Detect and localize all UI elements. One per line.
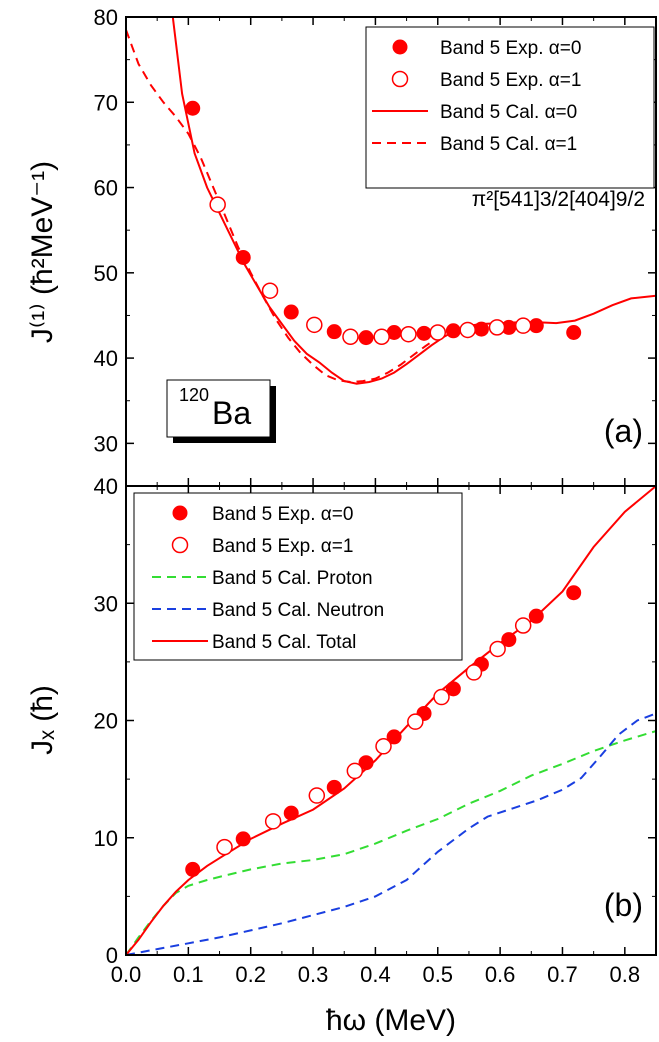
xtick-label: 0.1 bbox=[173, 962, 204, 987]
a-series-band-5-exp-1-point bbox=[306, 316, 323, 334]
nucleus-label: 120 Ba bbox=[166, 379, 276, 443]
a-legend-band-5-exp-0-label: Band 5 Exp. α=0 bbox=[440, 38, 581, 59]
xtick-label: 0.7 bbox=[547, 962, 578, 987]
b-series-band-5-exp-0-point bbox=[386, 729, 402, 745]
panel-a-legend: Band 5 Exp. α=0 Band 5 Exp. α=1 Band 5 Cal… bbox=[365, 26, 655, 189]
a-series-band-5-exp-0-point bbox=[358, 330, 374, 346]
a-ytick-label: 70 bbox=[94, 90, 118, 115]
xtick-label: 0.0 bbox=[111, 962, 142, 987]
b-series-band-5-cal-neutron-line bbox=[125, 712, 657, 956]
a-series-band-5-exp-1-point bbox=[209, 196, 226, 213]
xtick-label: 0.4 bbox=[360, 962, 391, 987]
xtick-label: 0.2 bbox=[235, 962, 266, 987]
xtick-label: 0.6 bbox=[485, 962, 516, 987]
b-ytick-label: 40 bbox=[94, 474, 118, 499]
nucleus-mass: 120 bbox=[179, 385, 209, 405]
a-series-band-5-exp-0-point bbox=[283, 304, 299, 320]
panel-b-frame bbox=[125, 485, 657, 956]
b-series-band-5-exp-0-point bbox=[445, 681, 461, 697]
b-series-band-5-exp-0-point bbox=[283, 805, 299, 821]
a-series-band-5-exp-0-point bbox=[235, 249, 251, 265]
b-series-band-5-exp-1-point bbox=[216, 838, 233, 856]
b-series-band-5-exp-0-point bbox=[528, 608, 544, 624]
a-legend-band-5-cal-0-label: Band 5 Cal. α=0 bbox=[440, 102, 577, 123]
b-legend-band-5-cal-proton-label: Band 5 Cal. Proton bbox=[212, 568, 373, 589]
nucleus-symbol: Ba bbox=[212, 395, 251, 431]
b-series-band-5-exp-0-point bbox=[235, 831, 251, 847]
a-ytick-label: 80 bbox=[94, 5, 118, 30]
a-ytick-label: 30 bbox=[94, 431, 118, 456]
b-series-band-5-cal-total-line bbox=[125, 485, 657, 956]
a-legend-band-5-exp-1-label: Band 5 Exp. α=1 bbox=[440, 70, 581, 91]
panel-b-ylabel: Jₓ (ħ) bbox=[26, 685, 59, 755]
nucleus-label-box bbox=[166, 379, 271, 438]
b-legend-band-5-cal-neutron-label: Band 5 Cal. Neutron bbox=[212, 600, 384, 621]
a-series-band-5-exp-0-point bbox=[501, 319, 517, 335]
a-series-band-5-exp-1-point bbox=[261, 282, 279, 299]
a-series-band-5-exp-1-point bbox=[488, 319, 506, 336]
a-legend-band-5-exp-1-swatch bbox=[391, 70, 409, 88]
b-ytick-label: 10 bbox=[94, 826, 118, 851]
b-series-band-5-exp-1-point bbox=[514, 617, 532, 634]
b-legend-band-5-exp-0-label: Band 5 Exp. α=0 bbox=[212, 504, 353, 525]
panel-a-ylabel: J⁽¹⁾ (ħ²MeV⁻¹) bbox=[26, 161, 59, 343]
b-series-band-5-exp-0-point bbox=[501, 632, 517, 648]
panel-b: 0 10 20 30 40 0.0 0.1 0.2 0.3 0.4 0.5 0.6 0.7 0.8 Jₓ … bbox=[26, 474, 657, 1037]
a-series-band-5-exp-1-point bbox=[342, 328, 359, 346]
b-series-band-5-exp-1-point bbox=[465, 664, 483, 681]
a-series-band-5-exp-0-point bbox=[386, 325, 402, 341]
panel-a-label: (a) bbox=[604, 413, 643, 449]
a-series-band-5-exp-1-point bbox=[400, 325, 417, 343]
panel-a-legend-frame bbox=[365, 26, 655, 189]
a-series-band-5-exp-1-point bbox=[514, 317, 532, 334]
xtick-label: 0.8 bbox=[610, 962, 641, 987]
b-series-band-5-exp-1-point bbox=[346, 762, 364, 780]
a-series-band-5-exp-0-point bbox=[566, 325, 582, 341]
b-series-band-5-exp-1-point bbox=[489, 640, 506, 658]
panel-b-xlabel: ħω (MeV) bbox=[326, 1004, 456, 1037]
b-ytick-label: 0 bbox=[106, 943, 118, 968]
a-series-band-5-cal-1-line bbox=[125, 29, 507, 384]
a-ytick-label: 40 bbox=[94, 346, 118, 371]
a-series-band-5-exp-1-point bbox=[429, 324, 447, 341]
xtick-label: 0.5 bbox=[422, 962, 453, 987]
b-ytick-label: 30 bbox=[94, 591, 118, 616]
b-series-band-5-exp-0-point bbox=[185, 861, 201, 877]
a-series-band-5-exp-1-point bbox=[459, 321, 476, 339]
b-series-band-5-exp-0-point bbox=[326, 779, 342, 795]
b-ytick-label: 20 bbox=[94, 709, 118, 734]
b-series-band-5-exp-1-point bbox=[407, 713, 424, 730]
a-series-band-5-exp-0-point bbox=[326, 324, 342, 340]
b-series-band-5-exp-0-point bbox=[566, 585, 582, 601]
xtick-label: 0.3 bbox=[298, 962, 329, 987]
configuration-label: π²[541]3/2[404]9/2 bbox=[472, 188, 645, 211]
b-series-band-5-exp-0-point bbox=[358, 755, 374, 771]
a-series-band-5-exp-0-point bbox=[445, 323, 461, 339]
panel-a: 30 40 50 60 70 80 J⁽¹⁾ (ħ²MeV⁻¹) 120 Ba π²[54… bbox=[26, 5, 657, 487]
a-legend-band-5-exp-0-swatch bbox=[392, 39, 408, 55]
b-series-band-5-exp-1-point bbox=[375, 738, 392, 755]
panel-b-legend: Band 5 Exp. α=0 Band 5 Exp. α=1 Band 5 Cal… bbox=[133, 492, 463, 661]
b-legend-band-5-exp-1-label: Band 5 Exp. α=1 bbox=[212, 536, 353, 557]
b-legend-band-5-exp-1-swatch bbox=[171, 536, 189, 554]
a-ytick-label: 60 bbox=[94, 176, 118, 201]
b-series-band-5-exp-1-point bbox=[308, 787, 326, 804]
b-series-band-5-exp-1-point bbox=[264, 813, 282, 830]
b-legend-band-5-cal-total-label: Band 5 Cal. Total bbox=[212, 632, 356, 653]
b-series-band-5-cal-proton-line bbox=[125, 730, 657, 956]
b-legend-band-5-exp-0-swatch bbox=[172, 505, 188, 521]
a-series-band-5-exp-0-point bbox=[528, 318, 544, 334]
a-series-band-5-exp-0-point bbox=[185, 100, 201, 116]
a-series-band-5-exp-0-point bbox=[473, 321, 489, 337]
a-ytick-label: 50 bbox=[94, 261, 118, 286]
a-series-band-5-exp-0-point bbox=[416, 325, 432, 341]
panel-b-label: (b) bbox=[604, 887, 643, 923]
b-series-band-5-exp-1-point bbox=[433, 688, 450, 706]
a-series-band-5-exp-1-point bbox=[373, 328, 390, 346]
a-legend-band-5-cal-1-label: Band 5 Cal. α=1 bbox=[440, 134, 577, 155]
